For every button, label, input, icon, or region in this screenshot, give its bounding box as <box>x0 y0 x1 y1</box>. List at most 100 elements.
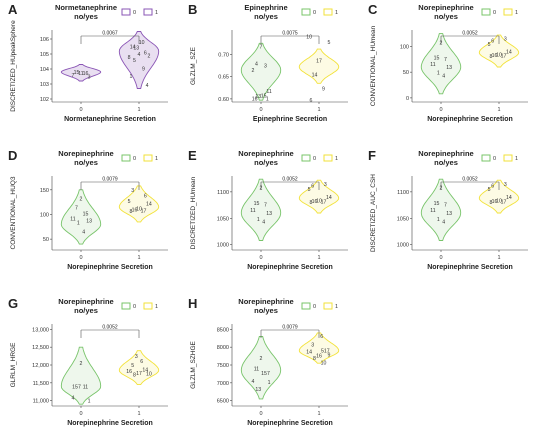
point-label: 4 <box>262 219 265 225</box>
violin-group-0 <box>240 42 282 101</box>
point-label: 8 <box>489 54 492 60</box>
x-tick-label: 1 <box>317 255 320 261</box>
point-label: 6 <box>144 194 147 200</box>
point-label: 10 <box>306 35 312 41</box>
point-label: 11 <box>266 89 271 95</box>
violin-group-1 <box>298 48 340 84</box>
legend-label-0: 0 <box>133 156 136 162</box>
pvalue-label: 0.0052 <box>102 325 118 331</box>
legend-label-0: 0 <box>133 304 136 310</box>
legend-key-1 <box>503 8 513 16</box>
panel-letter: C <box>368 2 378 17</box>
point-label: 17 <box>141 209 147 215</box>
point-label: 6 <box>491 184 494 190</box>
point-label: 11 <box>250 208 255 214</box>
legend-title-line: no/yes <box>254 306 278 315</box>
x-axis-label: Normetanephrine Secretion <box>64 116 156 123</box>
pvalue-label: 0.0075 <box>282 31 298 37</box>
y-axis-label: GLZLM_SZE <box>190 46 197 85</box>
x-tick-label: 1 <box>137 107 140 113</box>
y-tick-label: 50 <box>403 70 409 76</box>
point-label: 14 <box>306 349 312 355</box>
legend-key-0 <box>481 8 491 16</box>
violin-group-0 <box>60 189 102 245</box>
x-axis-label: Norepinephrine Secretion <box>427 116 513 123</box>
y-axis-label: DISCRETIZED_AUC_CSH <box>370 174 377 252</box>
pvalue-label: 0.0079 <box>282 325 298 331</box>
legend-label-0: 0 <box>493 10 496 16</box>
x-tick-label: 0 <box>79 255 82 261</box>
point-label: 17 <box>316 59 322 65</box>
point-label: 2 <box>440 186 443 192</box>
legend-label-1: 1 <box>155 10 158 16</box>
point-label: 11 <box>430 62 435 68</box>
legend-label-0: 0 <box>493 156 496 162</box>
y-tick-label: 104 <box>40 67 49 73</box>
point-label: 7 <box>71 73 74 79</box>
violin-group-1 <box>298 179 340 214</box>
point-label: 14 <box>312 72 318 78</box>
point-label: 6 <box>144 51 147 57</box>
legend-title-line: Norepinephrine <box>238 297 293 306</box>
point-label: 14 <box>146 202 152 208</box>
pvalue-label: 0.0067 <box>102 31 118 37</box>
point-label: 13 <box>446 65 452 71</box>
point-label: 13 <box>255 94 261 100</box>
point-label: 4 <box>82 229 85 235</box>
y-tick-label: 8000 <box>217 345 229 351</box>
y-tick-label: 1100 <box>217 190 229 196</box>
point-label: 3 <box>135 354 138 360</box>
point-label: 10 <box>496 53 502 59</box>
point-label: 157 <box>72 384 81 390</box>
point-label: 10 <box>321 361 327 367</box>
point-label: 10 <box>139 40 145 46</box>
violin-group-1 <box>118 350 160 386</box>
legend-label-1: 1 <box>515 10 518 16</box>
violin-group-0 <box>240 336 282 400</box>
point-label: 2 <box>80 197 83 203</box>
y-tick-label: 105 <box>40 52 49 58</box>
violin-group-0 <box>60 64 102 82</box>
point-label: 13 <box>133 45 139 51</box>
point-label: 3 <box>264 64 267 70</box>
point-label: 3 <box>131 188 134 194</box>
point-label: 6 <box>309 98 312 104</box>
y-axis-label: DISCRETIZED_HUpeakSphere <box>10 20 17 112</box>
violin-group-1 <box>478 34 520 68</box>
point-label: 1 <box>266 96 269 102</box>
x-tick-label: 1 <box>317 411 320 417</box>
panel-letter: A <box>8 2 18 17</box>
legend-label-0: 0 <box>313 304 316 310</box>
pvalue-label: 0.0052 <box>282 177 298 183</box>
violin-group-1 <box>118 31 160 89</box>
x-axis-label: Norepinephrine Secretion <box>247 420 333 427</box>
y-tick-label: 1100 <box>397 190 409 196</box>
point-label: 14 <box>326 195 332 201</box>
x-tick-label: 1 <box>497 255 500 261</box>
legend-title-line: no/yes <box>434 12 458 21</box>
point-label: 16 <box>316 353 322 359</box>
legend-label-1: 1 <box>335 304 338 310</box>
y-tick-label: 100 <box>40 212 49 218</box>
point-label: 5 <box>488 42 491 48</box>
violin-group-0 <box>420 33 462 95</box>
point-label: 7 <box>444 57 447 63</box>
violin-group-1 <box>118 185 160 223</box>
point-label: 2 <box>251 68 254 74</box>
x-tick-label: 1 <box>137 411 140 417</box>
point-label: 14 <box>130 45 136 51</box>
y-tick-label: 1050 <box>217 216 229 222</box>
panel-letter: H <box>188 296 197 311</box>
y-axis-label: CONVENTIONAL_HUQ3 <box>10 176 17 249</box>
y-tick-label: 13,000 <box>32 327 49 333</box>
point-label: 157 <box>261 371 270 377</box>
x-axis-label: Norepinephrine Secretion <box>247 264 333 271</box>
x-tick-label: 0 <box>259 107 262 113</box>
legend-title-line: Epinephrine <box>244 3 287 12</box>
violin-group-1 <box>298 332 340 364</box>
point-label: 16 <box>83 71 89 77</box>
